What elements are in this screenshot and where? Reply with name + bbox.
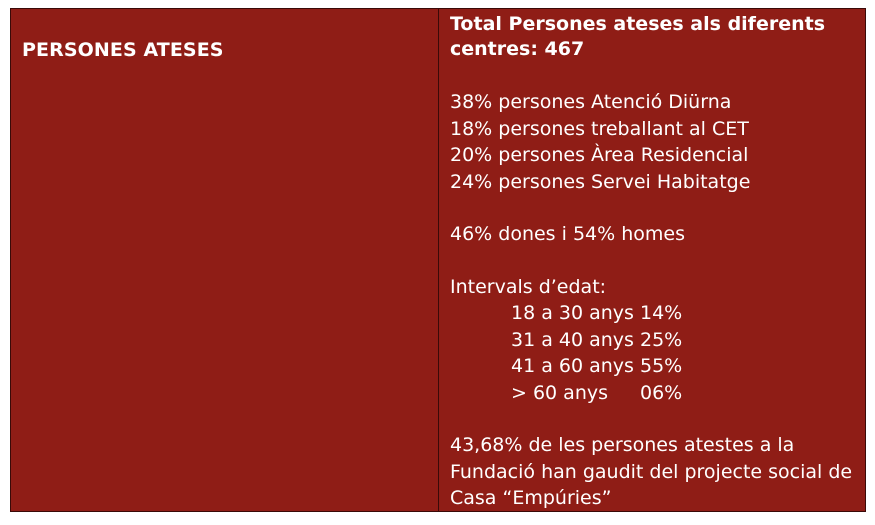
age-row: 18 a 30 anys 14%: [450, 300, 857, 327]
age-range: 18 a 30 anys: [511, 302, 634, 324]
service-line: 20% persones Àrea Residencial: [450, 144, 749, 166]
age-range: 31 a 40 anys: [511, 328, 634, 351]
age-block: Intervals d’edat: 18 a 30 anys 14% 31 a …: [450, 274, 857, 407]
total-title: Total Persones ateses als diferents cent…: [450, 13, 826, 60]
age-row: 31 a 40 anys 25%: [450, 327, 857, 354]
age-range: 41 a 60 anys: [511, 355, 634, 377]
age-range: > 60 anys: [511, 381, 609, 404]
persons-table: PERSONES ATESES Total Persones ateses al…: [10, 8, 866, 512]
label-cell: PERSONES ATESES: [11, 9, 439, 511]
age-heading: Intervals d’edat:: [450, 275, 607, 298]
age-percent: 25%: [640, 328, 683, 351]
service-line: 18% persones treballant al CET: [450, 117, 749, 140]
age-percent: 55%: [640, 355, 683, 377]
content-cell: Total Persones ateses als diferents cent…: [439, 9, 865, 511]
services-block: 38% persones Atenció Diürna 18% persones…: [450, 89, 857, 195]
service-line: 24% persones Servei Habitatge: [450, 170, 751, 193]
social-project-note: 43,68% de les persones atestes a la Fund…: [450, 434, 853, 509]
gender-line: 46% dones i 54% homes: [450, 223, 685, 245]
age-percent: 14%: [640, 302, 683, 324]
service-line: 38% persones Atenció Diürna: [450, 91, 732, 113]
age-row: 41 a 60 anys 55%: [450, 353, 857, 380]
row-label: PERSONES ATESES: [22, 39, 224, 61]
age-row: > 60 anys 06%: [450, 380, 857, 407]
age-percent: 06%: [640, 381, 683, 404]
